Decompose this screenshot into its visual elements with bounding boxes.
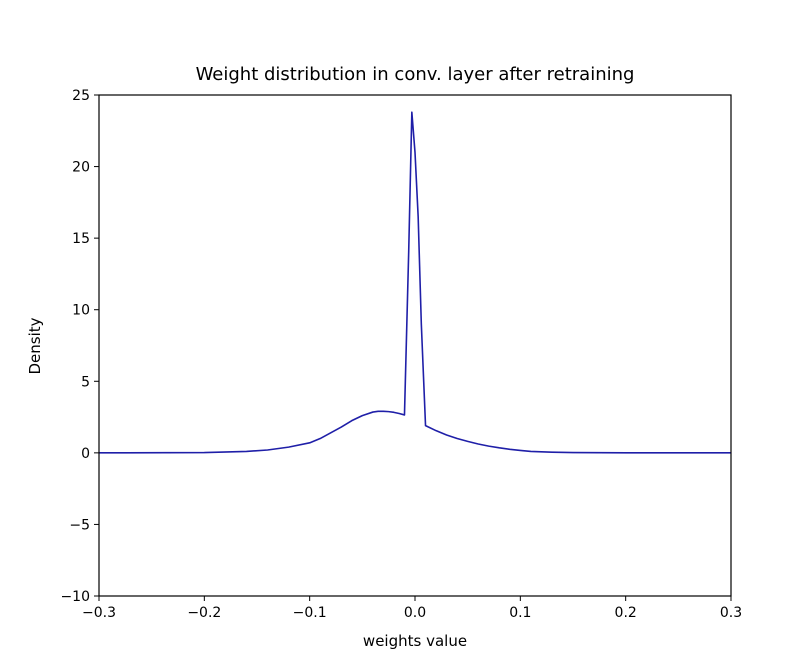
x-tick-label: −0.3 — [82, 605, 116, 621]
plot-frame — [98, 94, 732, 597]
y-tick-label: 0 — [81, 446, 90, 462]
y-axis-label: Density — [26, 317, 44, 374]
x-axis: −0.3 −0.2 −0.1 0.0 0.1 0.2 0.3 — [82, 596, 742, 621]
y-axis: −10 −5 0 5 10 15 20 25 — [60, 88, 99, 605]
y-tick-label: 10 — [72, 303, 90, 319]
y-tick-label: 25 — [72, 88, 90, 104]
x-tick-label: 0.1 — [509, 605, 531, 621]
x-axis-label: weights value — [363, 632, 467, 650]
series-group — [98, 111, 731, 454]
density-line — [98, 111, 731, 454]
x-tick-label: 0.3 — [720, 605, 742, 621]
x-tick-label: −0.1 — [293, 605, 327, 621]
y-tick-label: 5 — [81, 374, 90, 390]
y-tick-label: −10 — [60, 589, 90, 605]
x-tick-label: 0.2 — [615, 605, 637, 621]
y-tick-label: −5 — [69, 517, 90, 533]
chart-title: Weight distribution in conv. layer after… — [196, 64, 635, 85]
x-tick-label: −0.2 — [187, 605, 221, 621]
x-tick-label: 0.0 — [404, 605, 426, 621]
y-tick-label: 20 — [72, 160, 90, 176]
y-tick-label: 15 — [72, 231, 90, 247]
